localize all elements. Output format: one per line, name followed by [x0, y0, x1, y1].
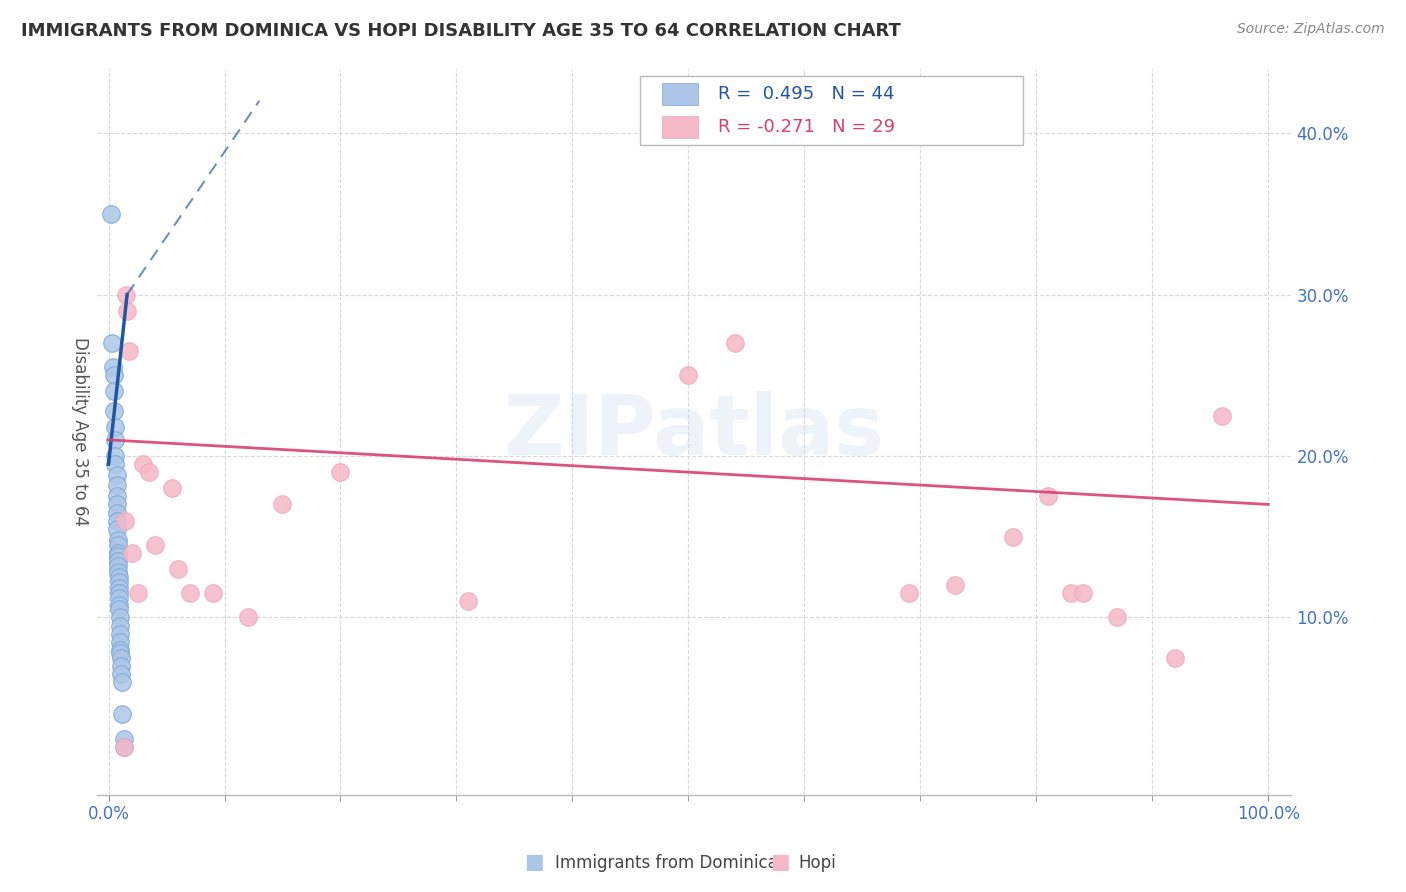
Point: [111, 707, 134, 722]
Point: [271, 498, 294, 512]
Point: [1060, 586, 1083, 600]
Point: [108, 570, 131, 584]
Point: [108, 586, 131, 600]
Point: [897, 586, 920, 600]
Point: [103, 384, 125, 399]
Point: [108, 598, 131, 612]
Point: [108, 642, 131, 657]
Point: [104, 433, 127, 447]
Point: [108, 646, 131, 660]
Point: [104, 457, 127, 471]
Text: R = -0.271   N = 29: R = -0.271 N = 29: [718, 118, 896, 136]
Point: [1002, 530, 1025, 544]
Point: [1164, 650, 1187, 665]
Point: [107, 558, 129, 573]
Point: [121, 546, 143, 560]
Text: ■: ■: [770, 853, 790, 872]
Point: [329, 465, 352, 479]
Point: [105, 468, 128, 483]
Point: [132, 457, 155, 471]
Point: [101, 336, 124, 351]
Point: [108, 574, 131, 589]
Point: [179, 586, 201, 600]
Point: [118, 344, 141, 359]
Point: [457, 594, 479, 608]
Point: [108, 634, 131, 648]
Point: [104, 420, 127, 434]
Point: [114, 514, 136, 528]
Point: [111, 675, 134, 690]
Point: [108, 618, 131, 632]
Point: [103, 368, 125, 383]
Y-axis label: Disability Age 35 to 64: Disability Age 35 to 64: [72, 337, 89, 526]
Point: [107, 538, 129, 552]
Point: [724, 336, 747, 351]
Point: [1107, 610, 1129, 624]
Point: [678, 368, 700, 383]
Point: [110, 667, 132, 681]
Text: Hopi: Hopi: [799, 855, 837, 872]
Point: [105, 506, 128, 520]
Point: [107, 533, 129, 547]
Point: [112, 739, 135, 754]
Point: [100, 207, 122, 221]
Point: [103, 404, 125, 418]
Point: [108, 591, 131, 606]
Point: [201, 586, 224, 600]
Text: Source: ZipAtlas.com: Source: ZipAtlas.com: [1237, 22, 1385, 37]
Point: [162, 481, 184, 495]
Point: [143, 538, 166, 552]
Point: [105, 522, 128, 536]
Point: [943, 578, 966, 592]
Point: [107, 554, 129, 568]
Point: [105, 498, 128, 512]
Point: [105, 478, 128, 492]
Text: ZIPatlas: ZIPatlas: [503, 392, 884, 472]
Point: [112, 739, 135, 754]
Point: [107, 549, 129, 563]
Point: [108, 602, 131, 616]
Bar: [662, 83, 697, 105]
Point: [138, 465, 160, 479]
Point: [105, 514, 128, 528]
Bar: [662, 116, 697, 137]
Point: [104, 449, 127, 463]
Point: [1071, 586, 1094, 600]
Point: [108, 582, 131, 596]
Point: [115, 303, 138, 318]
Point: [110, 650, 132, 665]
Point: [108, 626, 131, 640]
Point: [108, 610, 131, 624]
Point: [1211, 409, 1233, 423]
Point: [112, 731, 135, 746]
Point: [107, 546, 129, 560]
Point: [236, 610, 259, 624]
Point: [115, 287, 138, 301]
Point: [127, 586, 149, 600]
Text: R =  0.495   N = 44: R = 0.495 N = 44: [718, 85, 894, 103]
Text: Immigrants from Dominica: Immigrants from Dominica: [555, 855, 778, 872]
Text: IMMIGRANTS FROM DOMINICA VS HOPI DISABILITY AGE 35 TO 64 CORRELATION CHART: IMMIGRANTS FROM DOMINICA VS HOPI DISABIL…: [21, 22, 901, 40]
Point: [1036, 489, 1059, 503]
Point: [167, 562, 190, 576]
Point: [110, 659, 132, 673]
Point: [101, 360, 124, 375]
Point: [107, 566, 129, 580]
Text: ■: ■: [524, 853, 544, 872]
FancyBboxPatch shape: [641, 76, 1022, 145]
Point: [105, 489, 128, 503]
